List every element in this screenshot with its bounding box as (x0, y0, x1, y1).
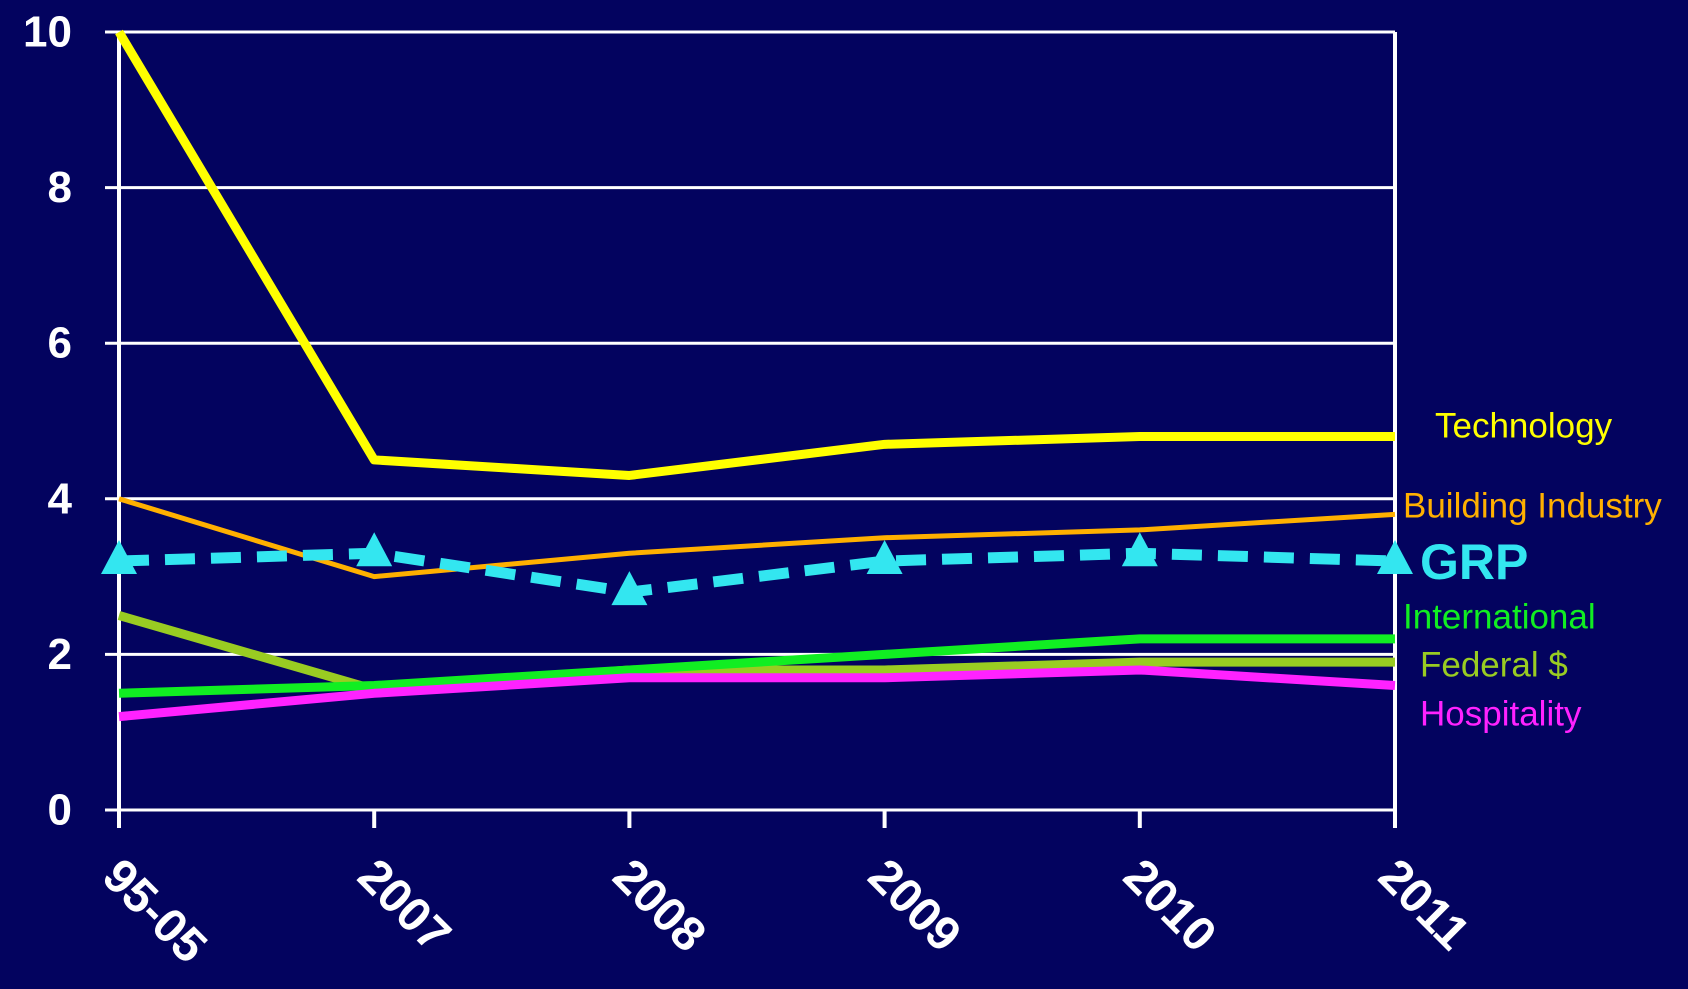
axes (117, 32, 1397, 828)
grp-point-marker (356, 532, 393, 567)
series-label-hospitality: Hospitality (1420, 695, 1582, 734)
grid-lines (105, 30, 1395, 812)
x-tick-label: 2008 (603, 849, 716, 962)
series-line-hospitality (118, 665, 1396, 722)
grp-point-marker (1377, 540, 1413, 575)
series-labels: Technology Building Industry GRP Internatio… (1403, 407, 1662, 734)
y-tick-label: 6 (48, 319, 72, 368)
y-tick-label: 8 (48, 163, 72, 212)
series-label-federal: Federal $ (1420, 646, 1568, 685)
y-tick-label: 10 (23, 8, 72, 57)
x-tick-labels: 95-05 2007 2008 2009 2010 2011 (92, 849, 1479, 973)
x-tick-label: 2010 (1113, 849, 1226, 962)
y-tick-label: 4 (48, 474, 73, 523)
series-label-grp: GRP (1420, 534, 1528, 590)
x-tick-label: 2011 (1368, 849, 1479, 960)
series-line-federal (117, 611, 1395, 694)
series-label-building-industry: Building Industry (1403, 487, 1662, 526)
grp-point-marker (866, 540, 903, 575)
series-line-building-industry (118, 496, 1396, 580)
y-tick-labels: 0 2 4 6 8 10 (23, 8, 72, 835)
grp-point-marker (611, 571, 648, 606)
x-tick-label: 2009 (858, 849, 971, 962)
series-line-grp (118, 547, 1396, 598)
series-line-technology (115, 29, 1395, 480)
grp-point-marker (1121, 532, 1158, 567)
grp-point-marker (101, 540, 137, 575)
x-tick-label: 95-05 (92, 849, 216, 973)
series-line-international (118, 634, 1395, 698)
y-tick-label: 0 (48, 786, 72, 835)
x-tick-label: 2007 (347, 849, 460, 962)
series-label-technology: Technology (1435, 407, 1613, 446)
y-tick-label: 2 (48, 630, 72, 679)
series-label-international: International (1403, 598, 1596, 637)
series-lines (101, 29, 1413, 722)
